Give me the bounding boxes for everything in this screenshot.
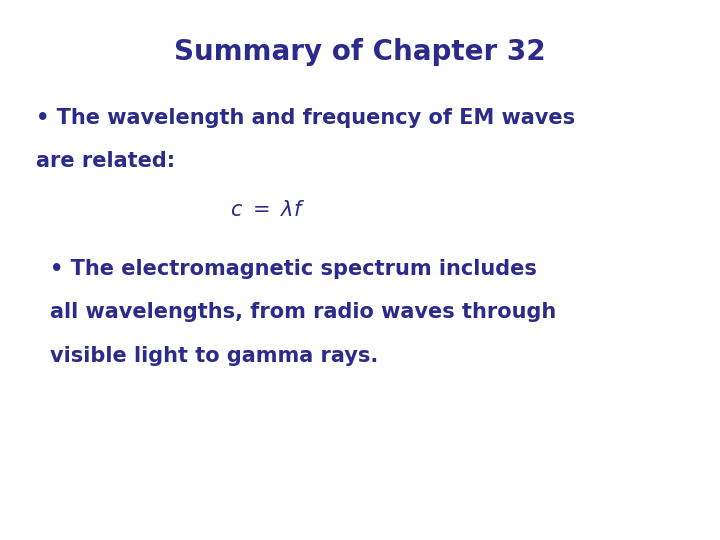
Text: all wavelengths, from radio waves through: all wavelengths, from radio waves throug… <box>50 302 557 322</box>
Text: visible light to gamma rays.: visible light to gamma rays. <box>50 346 379 366</box>
Text: Summary of Chapter 32: Summary of Chapter 32 <box>174 38 546 66</box>
Text: • The wavelength and frequency of EM waves: • The wavelength and frequency of EM wav… <box>36 108 575 128</box>
Text: • The electromagnetic spectrum includes: • The electromagnetic spectrum includes <box>50 259 537 279</box>
Text: $c \ = \ \lambda f$: $c \ = \ \lambda f$ <box>230 200 305 220</box>
Text: are related:: are related: <box>36 151 175 171</box>
